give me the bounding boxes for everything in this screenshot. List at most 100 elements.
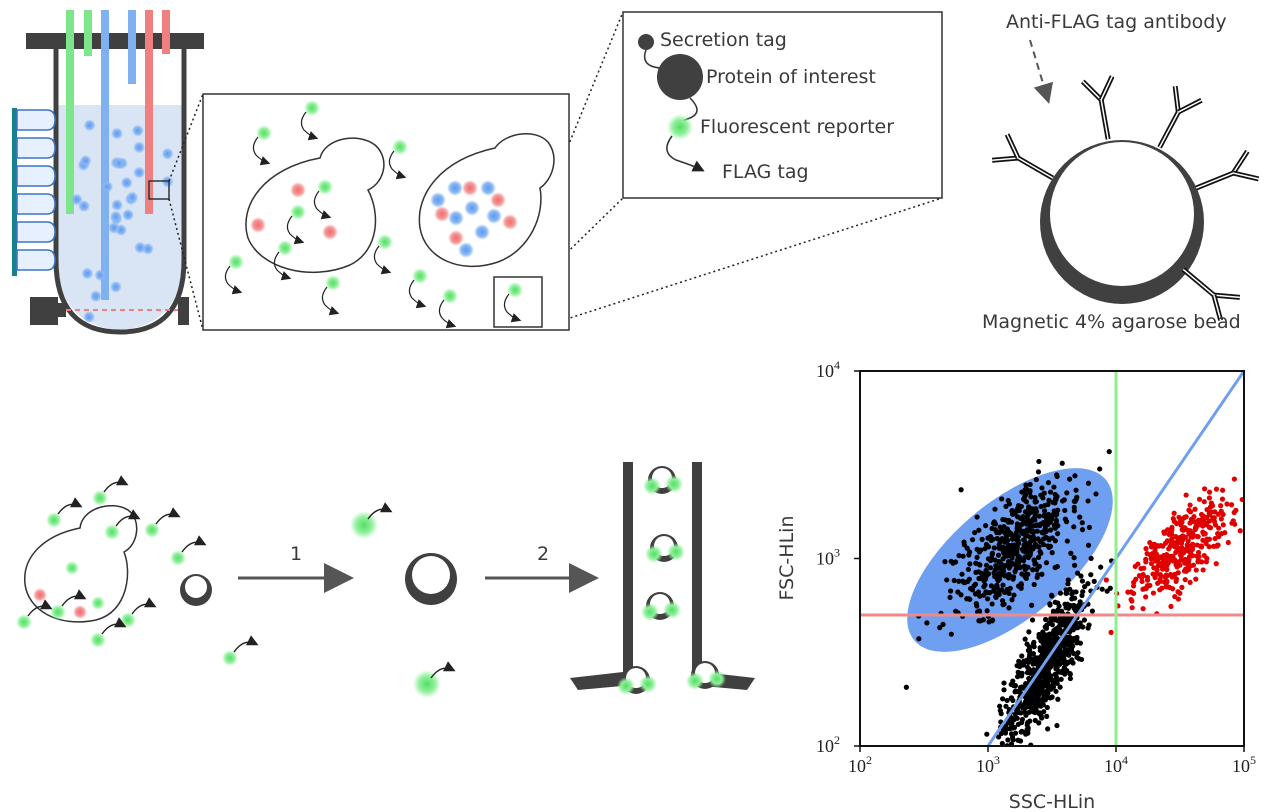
black-point — [1059, 460, 1065, 466]
red-marker — [434, 206, 450, 222]
red-point — [1125, 589, 1131, 595]
black-point — [1057, 590, 1064, 596]
probe-red-1 — [145, 10, 153, 214]
black-point — [977, 618, 984, 624]
black-point — [1031, 537, 1037, 543]
red-point — [1228, 502, 1235, 508]
red-point — [1237, 528, 1243, 534]
red-point — [1190, 531, 1196, 537]
green-reporter — [317, 179, 333, 195]
black-point — [1016, 563, 1022, 569]
red-point — [1206, 489, 1213, 495]
red-point — [1174, 564, 1180, 570]
black-point — [1024, 726, 1030, 733]
black-point — [1031, 557, 1037, 563]
red-marker — [290, 182, 306, 198]
green-reporter — [228, 254, 244, 270]
protein-of-interest-shape — [657, 54, 703, 100]
black-point — [993, 563, 999, 569]
black-point — [1047, 527, 1054, 533]
red-point — [1210, 543, 1217, 549]
step1-label: 1 — [290, 543, 302, 565]
yeast-cell-left — [245, 137, 385, 273]
black-point — [1022, 636, 1028, 642]
blue-marker — [464, 200, 480, 216]
black-point — [961, 539, 967, 545]
tube-cell — [101, 180, 114, 193]
light-detector — [178, 297, 189, 325]
yeast-cell-right — [418, 133, 555, 268]
black-point — [1036, 634, 1042, 640]
black-point — [1031, 639, 1037, 645]
fluorescent-reporter-label: Fluorescent reporter — [700, 116, 894, 138]
black-point — [1043, 674, 1049, 680]
red-point — [1148, 544, 1155, 550]
black-point — [1072, 595, 1078, 601]
black-point — [997, 573, 1003, 579]
black-point — [981, 578, 987, 584]
red-point — [1179, 527, 1185, 533]
black-point — [1042, 624, 1048, 630]
red-point — [1143, 594, 1149, 600]
black-point — [985, 596, 991, 602]
black-point — [959, 571, 965, 577]
small-bead-1 — [180, 574, 212, 606]
black-point — [948, 588, 954, 594]
green-reporter — [392, 139, 408, 155]
black-point — [1079, 527, 1086, 533]
black-point — [1056, 603, 1062, 609]
tube-cell — [83, 119, 96, 132]
red-point — [1161, 552, 1167, 559]
magnetic-column — [570, 462, 755, 690]
black-point — [1036, 711, 1042, 717]
red-point — [1180, 537, 1186, 543]
captured-bead — [641, 592, 681, 621]
black-point — [1045, 480, 1052, 486]
black-point — [1030, 683, 1036, 689]
black-point — [969, 587, 976, 593]
black-point — [1018, 662, 1025, 668]
black-point — [1033, 522, 1039, 529]
black-point — [1005, 544, 1011, 550]
black-point — [1012, 683, 1019, 689]
black-point — [1001, 687, 1007, 693]
black-point — [1011, 592, 1017, 598]
black-point — [1079, 578, 1086, 584]
tube-cell — [133, 166, 146, 179]
black-point — [1059, 608, 1065, 614]
bottom-tail — [131, 597, 157, 615]
red-marker — [490, 192, 506, 208]
black-point — [1018, 503, 1025, 510]
black-point — [978, 547, 984, 553]
red-point — [1166, 546, 1172, 552]
red-point — [1172, 594, 1178, 600]
black-point — [1053, 688, 1059, 694]
red-point — [1199, 559, 1205, 565]
tube-cap-bar — [26, 33, 204, 49]
black-point — [984, 608, 990, 614]
red-point — [1148, 560, 1155, 567]
y-axis-label: FSC-HLin — [776, 516, 798, 601]
black-point — [997, 708, 1003, 714]
black-point — [1049, 550, 1055, 556]
black-point — [1043, 670, 1050, 676]
black-point — [1027, 718, 1033, 724]
black-point — [1069, 591, 1075, 597]
axis-ticks: 102 103 104 105 102 103 104 — [816, 358, 1256, 776]
black-point — [1018, 581, 1024, 587]
red-point — [1172, 540, 1178, 546]
antibody-y — [991, 133, 1054, 181]
red-point — [1168, 529, 1174, 536]
black-point — [978, 570, 984, 576]
blue-marker — [458, 242, 474, 258]
black-point — [1070, 643, 1076, 649]
black-point — [998, 546, 1004, 552]
black-point — [1006, 559, 1012, 565]
black-point — [991, 570, 997, 576]
protein-tail — [286, 215, 305, 245]
x-tick-label: 102 — [848, 753, 872, 776]
black-point — [1033, 476, 1039, 483]
protein-tail — [300, 111, 319, 141]
column-beads — [617, 466, 726, 695]
secretion-tag-label: Secretion tag — [660, 29, 787, 51]
